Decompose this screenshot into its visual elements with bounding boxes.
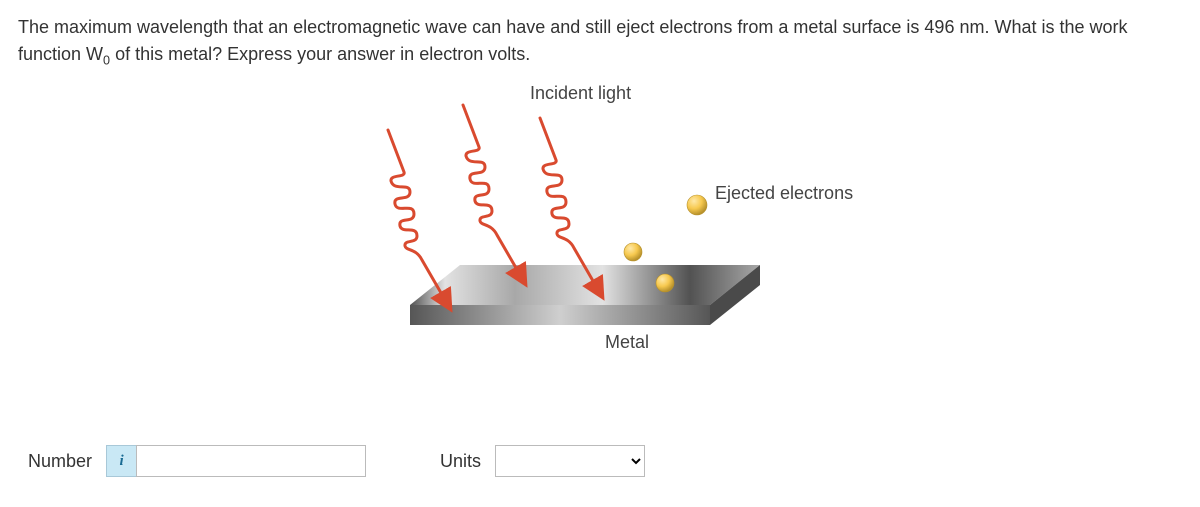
number-input-group: i	[106, 445, 366, 477]
figure-container: Incident light Ejected electrons	[18, 80, 1182, 380]
photoelectric-figure: Incident light Ejected electrons	[330, 80, 870, 380]
info-icon[interactable]: i	[106, 445, 136, 477]
number-input[interactable]	[136, 445, 366, 477]
question-part2: of this metal? Express your answer in el…	[110, 44, 530, 64]
question-text: The maximum wavelength that an electroma…	[18, 14, 1182, 70]
incident-light-label: Incident light	[530, 80, 631, 107]
metal-slab	[410, 265, 760, 325]
diagram-svg	[330, 80, 870, 380]
units-select[interactable]: eVJ	[495, 445, 645, 477]
number-label: Number	[28, 448, 92, 475]
metal-label: Metal	[605, 329, 649, 356]
question-subscript: 0	[103, 54, 110, 68]
ejected-electrons-label: Ejected electrons	[715, 180, 853, 207]
units-label: Units	[440, 448, 481, 475]
answer-row: Number i Units eVJ	[28, 445, 1182, 477]
